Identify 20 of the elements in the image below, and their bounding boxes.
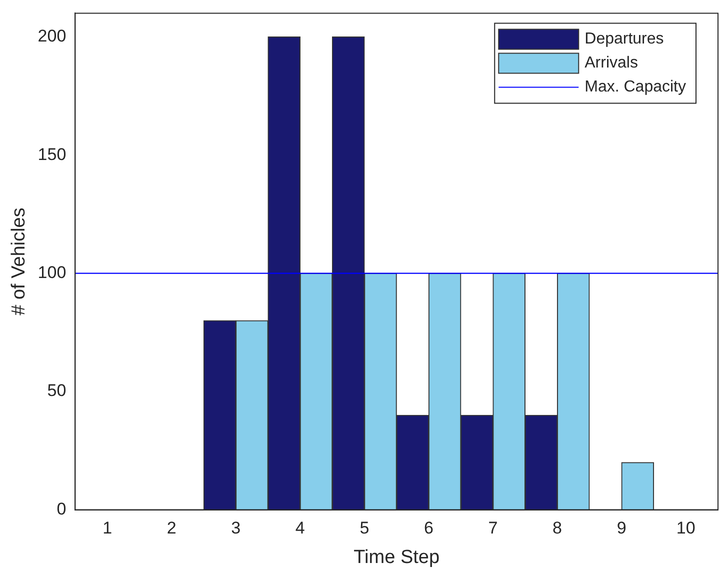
x-tick-label: 8: [552, 518, 562, 538]
y-axis-title: # of Vehicles: [8, 208, 30, 316]
y-tick-label: 100: [38, 263, 66, 282]
legend-label: Arrivals: [584, 54, 638, 72]
x-tick-label: 5: [360, 518, 370, 538]
y-tick-label: 200: [38, 26, 66, 46]
y-tick-label: 0: [56, 499, 66, 518]
y-tick-label: 150: [38, 144, 66, 164]
x-tick-label: 10: [676, 518, 696, 538]
x-tick-label: 4: [295, 518, 305, 538]
x-tick-label: 7: [488, 518, 498, 538]
x-tick-label: 2: [166, 518, 176, 538]
legend-label: Departures: [584, 30, 664, 48]
x-tick-label: 3: [231, 518, 241, 538]
x-tick-label: 9: [616, 518, 626, 538]
x-tick-label: 1: [102, 518, 112, 538]
x-axis-title: Time Step: [354, 546, 440, 568]
x-tick-label: 6: [424, 518, 434, 538]
legend-label: Max. Capacity: [584, 78, 686, 96]
y-tick-label: 50: [47, 381, 66, 400]
